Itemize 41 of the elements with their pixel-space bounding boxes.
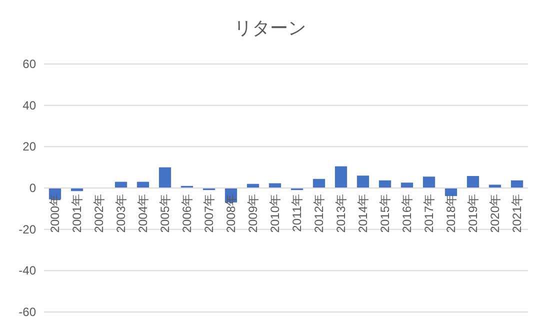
x-tick-label: 2003年 — [114, 194, 128, 233]
chart-title: リターン — [234, 18, 306, 38]
x-tick-label: 2008年 — [224, 194, 238, 233]
x-tick-label: 2000年 — [48, 194, 62, 233]
x-tick-label: 2015年 — [378, 194, 392, 233]
bar — [466, 176, 480, 188]
x-tick-label: 2002年 — [92, 194, 106, 233]
y-tick-label: -60 — [18, 305, 36, 319]
x-tick-label: 2011年 — [290, 194, 304, 232]
bar — [268, 183, 282, 188]
x-tick-label: 2014年 — [356, 194, 370, 233]
x-tick-label: 2009年 — [246, 194, 260, 233]
x-tick-label: 2019年 — [466, 194, 480, 233]
bar — [488, 184, 502, 188]
bar — [378, 180, 392, 188]
x-tick-label: 2005年 — [158, 194, 172, 233]
bar — [422, 176, 436, 188]
bar — [158, 167, 172, 188]
x-tick-label: 2020年 — [488, 194, 502, 233]
x-tick-label: 2001年 — [70, 194, 84, 233]
x-tick-label: 2004年 — [136, 194, 150, 233]
y-tick-label: -40 — [18, 264, 36, 278]
x-tick-label: 2006年 — [180, 194, 194, 233]
x-tick-label: 2018年 — [444, 194, 458, 233]
y-tick-label: 40 — [22, 98, 36, 112]
bar — [334, 166, 348, 188]
x-tick-label: 2021年 — [510, 194, 524, 233]
y-tick-label: 60 — [22, 57, 36, 71]
y-tick-label: 0 — [29, 181, 36, 195]
bar — [400, 182, 414, 188]
x-tick-label: 2007年 — [202, 194, 216, 233]
y-tick-label: -20 — [18, 222, 36, 236]
x-tick-label: 2017年 — [422, 194, 436, 233]
x-tick-label: 2013年 — [334, 194, 348, 233]
x-tick-label: 2010年 — [268, 194, 282, 233]
bar — [356, 176, 370, 188]
y-tick-label: 20 — [22, 140, 36, 154]
bar — [510, 180, 524, 188]
x-tick-label: 2016年 — [400, 194, 414, 233]
x-tick-label: 2012年 — [312, 194, 326, 233]
bar — [312, 178, 326, 188]
